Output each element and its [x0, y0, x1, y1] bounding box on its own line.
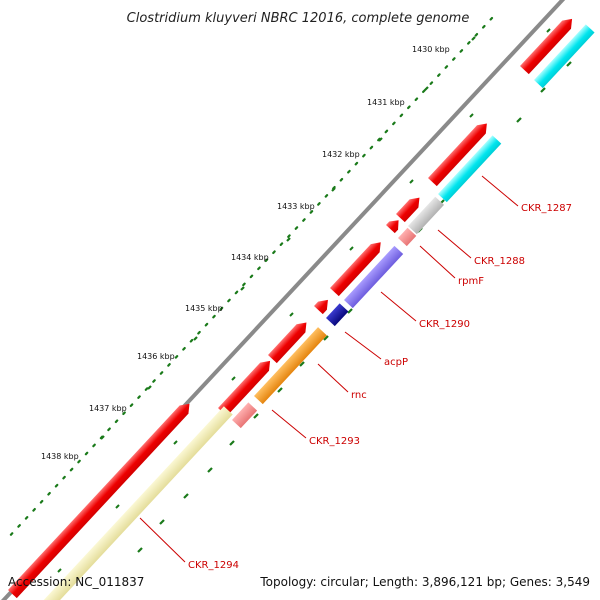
inner-tick [159, 519, 165, 525]
backbone-tick [546, 28, 551, 33]
gene-label-ckr-1293[interactable]: CKR_1293 [309, 436, 360, 447]
scale-major-tick [471, 36, 476, 41]
scale-major-tick [147, 385, 152, 390]
backbone-tick [173, 440, 178, 445]
scale-major-tick [100, 435, 105, 440]
gene-label-ckr-1294[interactable]: CKR_1294 [188, 560, 239, 571]
gene-ckr-1288-forward[interactable] [396, 193, 424, 223]
inner-tick [253, 413, 259, 419]
genome-summary-text: Topology: circular; Length: 3,896,121 bp… [259, 575, 590, 589]
gene-leader-line [419, 245, 456, 279]
gene-label-ckr-1287[interactable]: CKR_1287 [521, 203, 572, 214]
gene-rpmf-forward[interactable] [330, 238, 385, 297]
gene-leader-line [344, 331, 382, 360]
genome-title: Clostridium kluyveri NBRC 12016, complet… [127, 11, 470, 26]
gene-ckr-1287[interactable] [438, 135, 502, 203]
gene-ckr-1294-forward[interactable] [8, 400, 194, 599]
gene-ckr-1290-forward[interactable] [268, 318, 311, 364]
inner-tick [137, 547, 143, 553]
inner-tick [299, 361, 305, 367]
scale-major-tick [286, 237, 291, 242]
scale-tick-label: 1436 kbp [137, 352, 175, 361]
gene-label-ckr-1288[interactable]: CKR_1288 [474, 256, 525, 267]
scale-tick-label: 1432 kbp [322, 150, 360, 159]
backbone-tick [231, 376, 236, 381]
gene-ckr-1288[interactable] [408, 196, 445, 235]
scale-tick-label: 1434 kbp [231, 253, 269, 262]
backbone-tick [409, 179, 414, 184]
gene-acpp[interactable] [326, 303, 349, 327]
scale-tick-label: 1437 kbp [89, 404, 127, 413]
inner-tick [277, 387, 283, 393]
inner-tick [566, 61, 572, 67]
scale-major-tick [378, 137, 383, 142]
accession-text: Accession: NC_011837 [8, 575, 144, 589]
gene-top-cyan[interactable] [534, 24, 595, 89]
scale-major-tick [193, 336, 198, 341]
scale-major-tick [424, 86, 429, 91]
inner-tick [540, 87, 546, 93]
inner-tick [229, 440, 235, 446]
scale-tick-label: 1431 kbp [367, 98, 405, 107]
inner-tick [347, 308, 353, 314]
backbone-tick [469, 113, 474, 118]
scale-major-tick [240, 286, 245, 291]
gene-labels: CKR_1287 CKR_1288 rpmF CKR_1290 acpP rnc… [188, 203, 572, 571]
scale-tick-label: 1430 kbp [412, 45, 450, 54]
gene-leader-line [139, 517, 186, 563]
scale-tick-label: 1438 kbp [41, 452, 79, 461]
gene-rnc[interactable] [254, 327, 327, 405]
gene-rpmf-small-forward[interactable] [386, 216, 403, 234]
inner-tick [183, 493, 189, 499]
gene-ckr-1287-forward[interactable] [428, 119, 491, 187]
inner-tick [323, 335, 329, 341]
gene-ckr-1293[interactable] [232, 402, 258, 429]
scale-tick-label: 1435 kbp [185, 304, 223, 313]
gene-top-forward[interactable] [520, 15, 576, 75]
gene-label-rnc[interactable]: rnc [351, 390, 367, 401]
gene-label-rpmf[interactable]: rpmF [458, 276, 484, 287]
backbone-tick [349, 246, 354, 251]
gene-rnc-forward[interactable] [218, 357, 274, 417]
gene-label-acpp[interactable]: acpP [384, 357, 408, 368]
scale-tick-label: 1433 kbp [277, 202, 315, 211]
gene-leader-line [437, 229, 472, 259]
gene-leader-line [317, 363, 349, 393]
inner-ticks [57, 28, 572, 573]
gene-features [8, 15, 595, 600]
gene-acpp-forward[interactable] [314, 296, 332, 315]
scale-ticks: 1430 kbp 1431 kbp 1432 kbp 1433 kbp 1434 kbp… [41, 36, 476, 461]
gene-ckr-1294[interactable] [40, 406, 233, 600]
gene-label-ckr-1290[interactable]: CKR_1290 [419, 319, 470, 330]
gene-leader-line [380, 291, 417, 322]
gene-ckr-1290[interactable] [344, 245, 404, 309]
scale-dots [4, 16, 494, 542]
inner-tick [516, 117, 522, 123]
scale-major-tick [331, 187, 336, 192]
gene-leader-line [271, 409, 307, 439]
backbone-tick [57, 568, 62, 573]
backbone-tick [115, 504, 120, 509]
backbone-tick [289, 312, 294, 317]
gene-rpmf[interactable] [398, 227, 417, 247]
inner-tick [207, 467, 213, 473]
gene-leader-line [481, 175, 519, 207]
gene-leaders [139, 175, 519, 563]
